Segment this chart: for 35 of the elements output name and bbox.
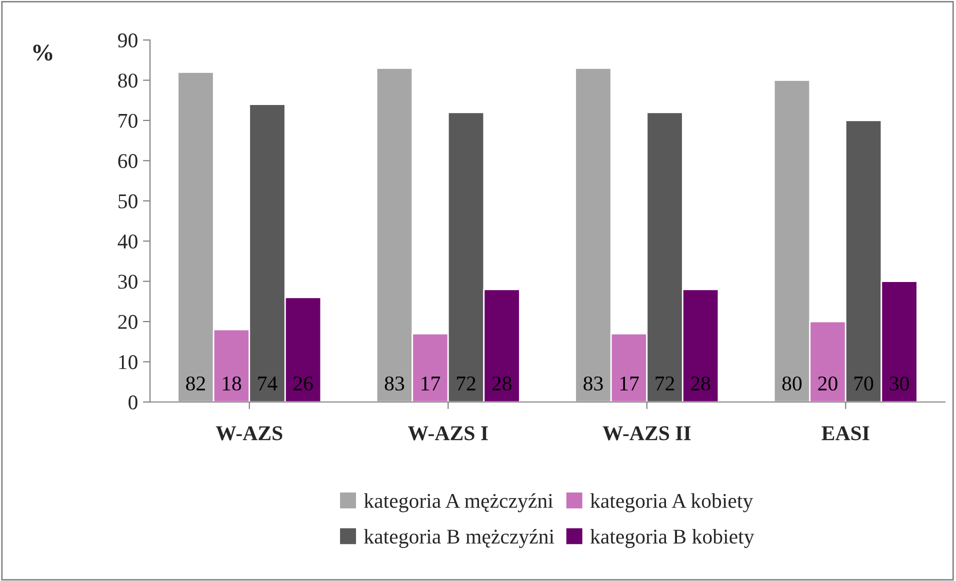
data-label: 30 xyxy=(890,376,909,391)
legend-label: kategoria A mężczyźni xyxy=(364,493,553,512)
data-label: 83 xyxy=(584,376,603,391)
x-tick-label: W-AZS II xyxy=(602,426,691,440)
x-tick-label: W-AZS I xyxy=(408,426,488,440)
data-label: 18 xyxy=(222,376,242,391)
y-tick-label: 80 xyxy=(118,74,138,88)
y-tick-label: 50 xyxy=(118,194,138,208)
legend-label: kategoria A kobiety xyxy=(590,493,754,512)
y-tick-label: 70 xyxy=(118,114,138,128)
data-label: 70 xyxy=(854,376,874,391)
y-tick-label: 60 xyxy=(118,154,138,168)
data-label: 17 xyxy=(620,376,639,390)
y-tick-label: 90 xyxy=(118,33,138,48)
legend-label: kategoria B kobiety xyxy=(590,529,754,548)
y-tick-label: 10 xyxy=(119,355,138,370)
legend-label: kategoria B mężczyźni xyxy=(364,528,554,548)
data-label: 82 xyxy=(186,376,205,391)
y-tick-label: 20 xyxy=(118,314,138,329)
y-tick-label: 0 xyxy=(128,395,138,410)
x-tick-label: EASI xyxy=(822,426,870,440)
data-label: 28 xyxy=(691,376,710,391)
data-label: 74 xyxy=(258,376,278,390)
data-label: 72 xyxy=(656,376,674,390)
data-label: 28 xyxy=(492,376,512,391)
data-label: 80 xyxy=(782,376,802,391)
data-label: 83 xyxy=(384,376,404,391)
data-label: 26 xyxy=(294,376,313,391)
y-tick-label: 40 xyxy=(118,234,138,249)
y-axis-title: % xyxy=(33,44,52,61)
data-label: 20 xyxy=(818,376,838,391)
data-label: 72 xyxy=(456,376,476,390)
x-tick-label: W-AZS xyxy=(216,426,282,440)
y-tick-label: 30 xyxy=(118,274,138,289)
data-label: 17 xyxy=(422,376,440,390)
